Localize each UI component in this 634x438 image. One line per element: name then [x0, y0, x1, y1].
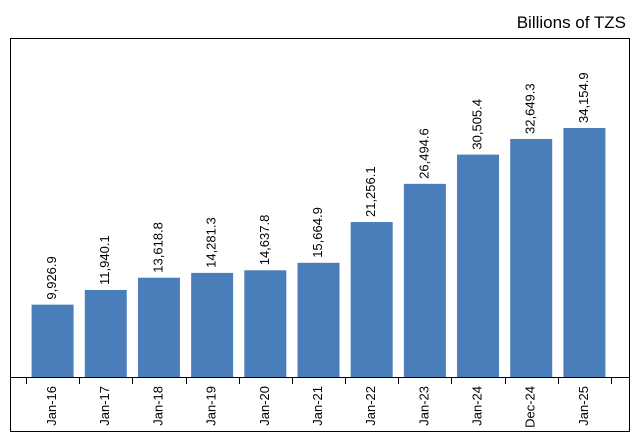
- value-label: 32,649.3: [523, 83, 538, 134]
- x-tick-label: Jan-20: [257, 386, 272, 426]
- value-label: 11,940.1: [97, 235, 112, 285]
- value-label: 30,505.4: [469, 99, 484, 150]
- x-tick-label: Jan-16: [44, 386, 59, 426]
- x-tick-label: Jan-21: [310, 386, 325, 426]
- bar: [563, 127, 606, 378]
- x-tick-label: Dec-24: [523, 386, 538, 428]
- value-label: 13,618.8: [150, 222, 165, 273]
- x-tick-label: Jan-18: [150, 386, 165, 426]
- bar: [84, 289, 127, 377]
- x-tick-label: Jan-22: [363, 386, 378, 426]
- bar: [31, 304, 74, 377]
- bar: [350, 222, 393, 377]
- bar: [297, 262, 340, 377]
- plot-frame: [10, 38, 630, 432]
- value-label: 34,154.9: [576, 72, 591, 123]
- value-label: 9,926.9: [44, 256, 59, 299]
- x-tick-label: Jan-24: [469, 386, 484, 426]
- value-label: 26,494.6: [416, 128, 431, 179]
- bar: [510, 138, 553, 377]
- value-label: 14,281.3: [204, 217, 219, 268]
- unit-label: Billions of TZS: [517, 13, 626, 32]
- bar: [191, 272, 234, 377]
- x-tick-label: Jan-23: [416, 386, 431, 426]
- bar: [137, 277, 180, 377]
- x-tick-label: Jan-19: [204, 386, 219, 426]
- bar: [457, 154, 500, 377]
- x-tick-label: Jan-25: [576, 386, 591, 426]
- value-label: 15,664.9: [310, 207, 325, 258]
- bar: [403, 183, 446, 377]
- x-tick-label: Jan-17: [97, 386, 112, 426]
- bar: [244, 270, 287, 377]
- value-label: 14,637.8: [257, 215, 272, 266]
- value-label: 21,256.1: [363, 166, 378, 217]
